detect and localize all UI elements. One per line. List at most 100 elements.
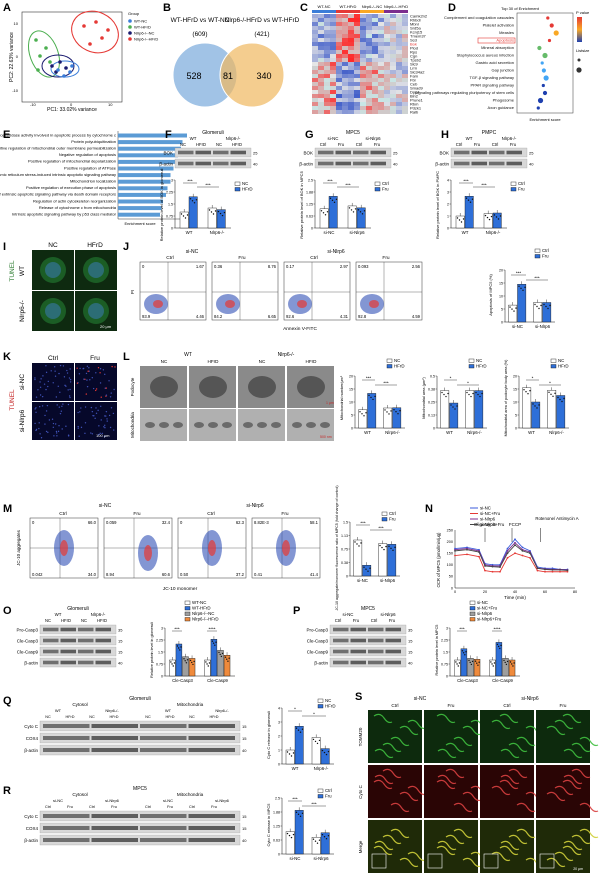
legend-swatch bbox=[534, 254, 541, 259]
panel-letter-O: O bbox=[3, 605, 12, 617]
data-point bbox=[228, 657, 230, 659]
heatmap-cell bbox=[372, 74, 378, 78]
significance-stars: *** bbox=[174, 626, 180, 631]
heatmap-cell bbox=[348, 42, 354, 46]
data-point bbox=[180, 213, 183, 215]
jc-quad-value: 41.4 bbox=[310, 572, 319, 577]
dotplot-term: Measles bbox=[499, 30, 514, 35]
heatmap-cell bbox=[354, 34, 360, 38]
if-signal bbox=[445, 742, 465, 753]
heatmap-cell bbox=[390, 90, 396, 94]
pca-point bbox=[68, 70, 72, 74]
ocr-point bbox=[506, 552, 509, 555]
flow-population-core bbox=[297, 300, 307, 308]
ocr-point bbox=[454, 549, 456, 552]
bar-x-label: WT bbox=[462, 230, 469, 235]
heatmap-cell bbox=[318, 34, 324, 38]
data-point bbox=[490, 215, 493, 218]
blot-band bbox=[333, 638, 349, 643]
blot-band bbox=[140, 736, 187, 740]
legend-label: Fru bbox=[389, 517, 396, 522]
if-image bbox=[536, 820, 590, 873]
if-signal bbox=[546, 725, 566, 736]
legend-swatch bbox=[184, 606, 191, 611]
flow-col-label: Ctrl bbox=[166, 255, 173, 261]
heatmap-cell bbox=[360, 74, 366, 78]
flow-quad-value: 2.97 bbox=[340, 264, 349, 269]
ocr-point bbox=[484, 569, 486, 572]
legend-swatch bbox=[381, 511, 388, 516]
group-label: WT bbox=[55, 708, 62, 713]
legend-label: NC bbox=[242, 181, 248, 186]
data-point bbox=[441, 391, 443, 394]
data-point bbox=[447, 392, 449, 395]
data-point bbox=[212, 213, 215, 215]
venn-left-n: (609) bbox=[192, 31, 207, 38]
heatmap-cell bbox=[330, 86, 336, 90]
blot-band bbox=[178, 161, 194, 166]
data-point bbox=[318, 839, 321, 841]
go-bar bbox=[118, 206, 162, 211]
nucleus-dot bbox=[95, 412, 98, 414]
lane-label: Fru bbox=[67, 805, 73, 809]
jc-population-core bbox=[208, 540, 216, 556]
heatmap-cell bbox=[378, 30, 384, 34]
data-point bbox=[290, 755, 293, 757]
bar-x-label: Cle-Casp9 bbox=[207, 678, 228, 683]
nucleus-dot bbox=[84, 406, 87, 408]
dotplot-term: Signaling pathways regulating pluripoten… bbox=[415, 90, 514, 95]
blot-band bbox=[353, 161, 369, 166]
ocr-legend-label: si-NC+Fru bbox=[480, 511, 501, 516]
ocr-point bbox=[514, 544, 516, 546]
lane-label: NC bbox=[145, 715, 151, 719]
jc-quad-value: 0 bbox=[180, 520, 183, 525]
heatmap-cell bbox=[312, 98, 318, 102]
heatmap-cell bbox=[366, 106, 372, 110]
data-point bbox=[468, 393, 470, 396]
data-point bbox=[173, 662, 176, 664]
heatmap-cell bbox=[354, 58, 360, 62]
panel-letter-D: D bbox=[448, 2, 456, 14]
heatmap-cell bbox=[324, 18, 330, 22]
data-point bbox=[365, 568, 367, 570]
dotplot-p-colorbar bbox=[577, 17, 582, 42]
data-point bbox=[379, 544, 381, 547]
venn-overlap-count: 81 bbox=[223, 71, 233, 81]
bar-y-title: Cyto C release in MPC5 bbox=[266, 803, 271, 847]
bar-x-label: WT bbox=[528, 430, 535, 435]
bar-x-label: WT bbox=[364, 430, 371, 435]
nucleus-dot bbox=[34, 408, 36, 410]
if-signal bbox=[399, 857, 419, 868]
data-point bbox=[186, 214, 189, 216]
bar-x-label: si-NC bbox=[324, 230, 335, 235]
heatmap-cell bbox=[402, 42, 408, 46]
lane-label: HFrD bbox=[97, 618, 107, 623]
blot-band bbox=[91, 814, 138, 818]
bar-x-label: si-NC bbox=[290, 856, 301, 861]
nucleus-dot bbox=[45, 365, 47, 367]
heatmap-cell bbox=[330, 34, 336, 38]
nucleus-dot bbox=[80, 407, 82, 409]
legend-label: si-Nlrp6 bbox=[477, 611, 493, 616]
heatmap-cell bbox=[354, 26, 360, 30]
bar-y-tick-label: 1.88 bbox=[306, 190, 313, 194]
nucleus-dot bbox=[47, 431, 49, 434]
heatmap-cell bbox=[396, 22, 402, 26]
nucleus-dot bbox=[105, 394, 108, 396]
heatmap-cell bbox=[336, 62, 342, 66]
tunel-k-col: Ctrl bbox=[48, 355, 59, 362]
heatmap-cell bbox=[372, 102, 378, 106]
data-point bbox=[195, 199, 198, 201]
blot-row-label: Cle-Casp9 bbox=[307, 649, 329, 654]
heatmap-cell bbox=[318, 98, 324, 102]
if-signal bbox=[390, 828, 410, 839]
if-signal bbox=[516, 802, 536, 813]
heatmap-gene-label: Scd bbox=[410, 37, 417, 42]
legend-label: HFrD bbox=[242, 187, 253, 192]
heatmap-cell bbox=[360, 30, 366, 34]
heatmap-cell bbox=[354, 74, 360, 78]
legend-label: Fru bbox=[518, 187, 525, 192]
data-point bbox=[325, 838, 328, 840]
heatmap-cell bbox=[402, 34, 408, 38]
heatmap-cell bbox=[342, 54, 348, 58]
